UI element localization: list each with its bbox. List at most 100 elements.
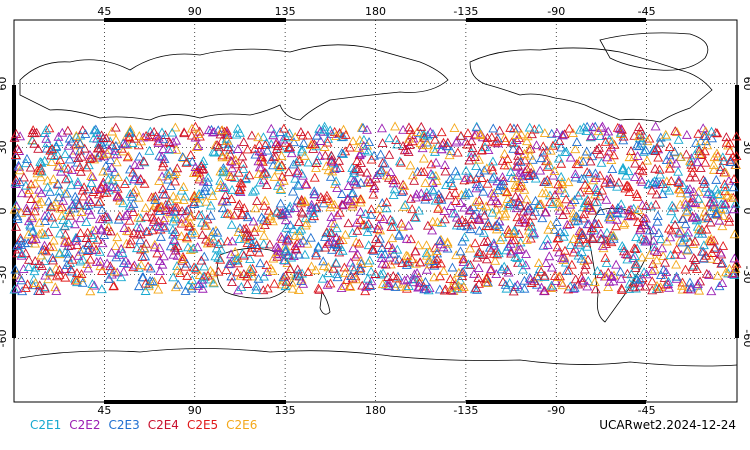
observation-marker	[364, 137, 375, 146]
observation-marker	[58, 215, 69, 225]
observation-marker	[250, 185, 261, 195]
observation-marker	[370, 269, 381, 278]
observation-marker	[452, 170, 463, 180]
observation-marker	[661, 267, 672, 276]
observation-marker	[156, 201, 167, 211]
observation-marker	[698, 175, 709, 184]
observation-marker	[506, 246, 516, 256]
observation-marker	[129, 159, 140, 169]
observation-marker	[657, 178, 668, 188]
lat-tick-label-right: -60	[741, 329, 750, 347]
observation-marker	[122, 209, 133, 219]
observation-marker	[173, 279, 184, 289]
lon-tick-label-bottom: -45	[638, 404, 656, 417]
observation-marker	[650, 121, 661, 131]
observation-marker	[533, 258, 544, 267]
observation-marker	[138, 156, 149, 166]
observation-marker	[544, 251, 555, 261]
observation-marker	[626, 269, 637, 279]
observation-marker	[51, 141, 62, 151]
observation-marker	[321, 193, 332, 203]
observation-marker	[124, 132, 135, 142]
observation-marker	[238, 158, 248, 168]
observation-marker	[631, 189, 642, 199]
observation-marker	[352, 249, 363, 259]
coastline-antarctica	[19, 348, 738, 367]
observation-marker	[34, 229, 45, 239]
observation-marker	[72, 177, 83, 186]
observation-marker	[78, 191, 89, 201]
observation-marker	[680, 196, 691, 206]
observation-marker	[186, 283, 197, 293]
observation-marker	[420, 276, 431, 286]
observation-marker	[450, 196, 461, 205]
observation-marker	[227, 184, 238, 194]
observation-marker	[531, 271, 542, 281]
observation-marker	[499, 185, 510, 195]
observation-marker	[483, 218, 494, 228]
observation-marker	[649, 245, 660, 255]
observation-marker	[54, 264, 65, 274]
observation-marker	[491, 204, 502, 214]
observation-marker	[74, 162, 85, 171]
observation-marker	[137, 272, 148, 282]
observation-marker	[663, 276, 674, 286]
observation-marker	[559, 187, 570, 197]
observation-marker	[168, 249, 179, 259]
observation-marker	[126, 235, 136, 245]
observation-marker	[682, 205, 693, 215]
observation-marker	[556, 183, 567, 193]
observation-marker	[94, 150, 105, 160]
observation-marker	[296, 194, 307, 204]
observation-marker	[531, 140, 542, 150]
observation-marker	[205, 200, 216, 210]
observation-marker	[61, 188, 72, 198]
observation-marker	[618, 162, 629, 172]
observation-marker	[521, 234, 532, 244]
observation-marker	[103, 174, 114, 184]
observation-marker	[700, 206, 710, 216]
observation-marker	[309, 186, 320, 196]
observation-marker	[508, 286, 519, 296]
observation-marker	[319, 142, 330, 151]
observation-marker	[405, 124, 416, 134]
observation-marker	[698, 240, 709, 250]
observation-marker	[660, 182, 671, 192]
observation-marker	[179, 128, 190, 138]
observation-marker	[721, 132, 732, 142]
observation-marker	[431, 175, 442, 185]
observation-marker	[153, 284, 164, 294]
legend-item-c2e5: C2E5	[186, 418, 219, 432]
observation-marker	[522, 201, 533, 211]
observation-marker	[137, 251, 148, 261]
observation-marker	[133, 262, 144, 272]
observation-marker	[171, 144, 182, 154]
observation-marker	[455, 246, 466, 256]
observation-marker	[415, 138, 426, 148]
observation-marker	[280, 132, 291, 142]
observation-marker	[109, 149, 120, 159]
observation-marker	[603, 126, 614, 136]
observation-marker	[74, 200, 85, 210]
observation-marker	[429, 272, 440, 282]
observation-marker	[294, 156, 305, 166]
observation-marker	[489, 187, 500, 197]
observation-marker	[557, 210, 568, 219]
observation-marker	[45, 186, 56, 196]
observation-marker	[185, 245, 196, 254]
observation-marker	[64, 154, 75, 164]
observation-marker	[727, 268, 738, 278]
observation-marker	[471, 161, 482, 170]
observation-marker	[650, 163, 661, 173]
observation-marker	[43, 274, 54, 284]
observation-marker	[36, 188, 47, 198]
observation-marker	[494, 125, 505, 135]
observation-marker	[365, 281, 376, 290]
observation-marker	[235, 178, 246, 188]
observation-marker	[306, 261, 317, 271]
observation-marker	[703, 235, 714, 245]
observation-marker	[238, 224, 249, 234]
observation-marker	[172, 194, 183, 203]
observation-marker	[554, 247, 564, 257]
observation-marker	[110, 240, 121, 250]
